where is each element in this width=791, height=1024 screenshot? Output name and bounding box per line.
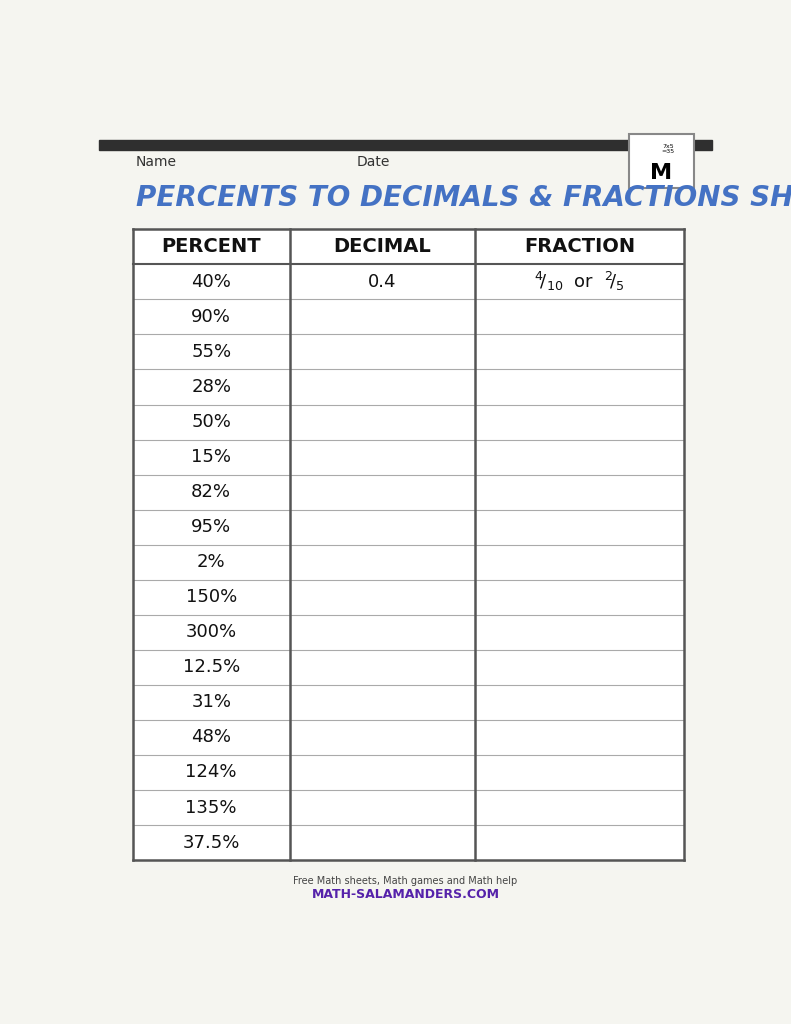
Text: 7x5
=35: 7x5 =35 bbox=[661, 143, 674, 155]
Text: 90%: 90% bbox=[191, 308, 231, 326]
Text: Μ: Μ bbox=[650, 163, 672, 182]
Text: 40%: 40% bbox=[191, 272, 231, 291]
Text: Name: Name bbox=[136, 156, 176, 169]
Text: 124%: 124% bbox=[185, 764, 237, 781]
Text: Free Math sheets, Math games and Math help: Free Math sheets, Math games and Math he… bbox=[293, 877, 517, 887]
Text: MATH-SALAMANDERS.COM: MATH-SALAMANDERS.COM bbox=[312, 888, 499, 900]
Text: 15%: 15% bbox=[191, 449, 231, 466]
Text: 48%: 48% bbox=[191, 728, 231, 746]
Bar bbox=[133, 229, 684, 860]
Bar bbox=[629, 134, 694, 187]
Text: 50%: 50% bbox=[191, 413, 231, 431]
Text: 82%: 82% bbox=[191, 483, 231, 501]
Text: 2%: 2% bbox=[197, 553, 225, 571]
Text: 150%: 150% bbox=[186, 588, 237, 606]
Text: DECIMAL: DECIMAL bbox=[333, 238, 431, 256]
Bar bbox=[99, 140, 712, 151]
Text: $^4\!/_{10}$  or  $^2\!/_{5}$: $^4\!/_{10}$ or $^2\!/_{5}$ bbox=[534, 270, 625, 294]
Text: 135%: 135% bbox=[185, 799, 237, 816]
Text: 55%: 55% bbox=[191, 343, 231, 361]
Text: 37.5%: 37.5% bbox=[183, 834, 240, 852]
Text: Date: Date bbox=[356, 156, 390, 169]
Text: 12.5%: 12.5% bbox=[183, 658, 240, 677]
Text: PERCENT: PERCENT bbox=[161, 238, 261, 256]
Text: 31%: 31% bbox=[191, 693, 231, 712]
Text: FRACTION: FRACTION bbox=[524, 238, 635, 256]
Text: 300%: 300% bbox=[186, 624, 237, 641]
Text: 28%: 28% bbox=[191, 378, 231, 396]
Text: PERCENTS TO DECIMALS & FRACTIONS SHEET 2: PERCENTS TO DECIMALS & FRACTIONS SHEET 2 bbox=[136, 183, 791, 212]
Text: 95%: 95% bbox=[191, 518, 231, 537]
Text: 0.4: 0.4 bbox=[368, 272, 396, 291]
